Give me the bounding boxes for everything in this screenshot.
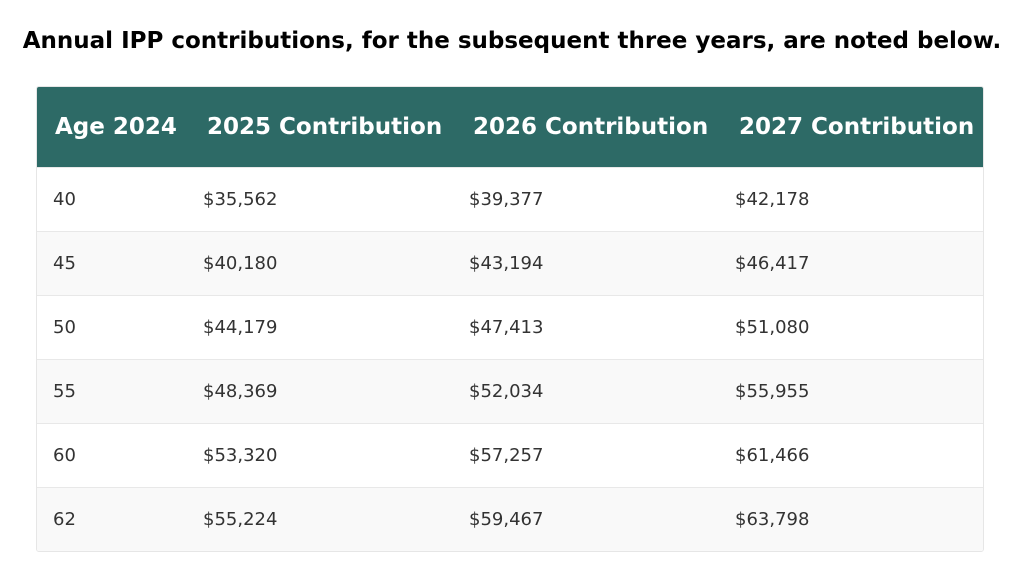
table-row: 45 $40,180 $43,194 $46,417 — [37, 230, 983, 295]
table-row: 50 $44,179 $47,413 $51,080 — [37, 294, 983, 359]
cell-2026: $52,034 — [455, 358, 721, 423]
cell-2027: $51,080 — [721, 294, 983, 359]
cell-age: 62 — [37, 486, 189, 551]
cell-2026: $57,257 — [455, 422, 721, 487]
column-header-2027: 2027 Contribution — [739, 113, 975, 140]
cell-2027: $46,417 — [721, 230, 983, 295]
cell-2026: $39,377 — [455, 166, 721, 231]
cell-2027: $61,466 — [721, 422, 983, 487]
cell-age: 55 — [37, 358, 189, 423]
table-row: 40 $35,562 $39,377 $42,178 — [37, 166, 983, 231]
column-header-2026: 2026 Contribution — [473, 113, 709, 140]
cell-age: 50 — [37, 294, 189, 359]
table-row: 60 $53,320 $57,257 $61,466 — [37, 422, 983, 487]
cell-2025: $48,369 — [189, 358, 455, 423]
cell-2027: $63,798 — [721, 486, 983, 551]
cell-2025: $55,224 — [189, 486, 455, 551]
table-row: 62 $55,224 $59,467 $63,798 — [37, 486, 983, 551]
header-row: Age 2024 2025 Contribution 2026 Contribu… — [37, 87, 983, 167]
column-header-2025: 2025 Contribution — [207, 113, 443, 140]
cell-2025: $44,179 — [189, 294, 455, 359]
contributions-table: Age 2024 2025 Contribution 2026 Contribu… — [37, 87, 983, 551]
cell-age: 40 — [37, 166, 189, 231]
column-header-age: Age 2024 — [55, 113, 177, 140]
page-title: Annual IPP contributions, for the subseq… — [22, 28, 1002, 54]
table-row: 55 $48,369 $52,034 $55,955 — [37, 358, 983, 423]
cell-2025: $35,562 — [189, 166, 455, 231]
cell-2026: $43,194 — [455, 230, 721, 295]
contributions-table-container: Age 2024 2025 Contribution 2026 Contribu… — [36, 86, 984, 552]
cell-2025: $40,180 — [189, 230, 455, 295]
cell-2026: $59,467 — [455, 486, 721, 551]
cell-2026: $47,413 — [455, 294, 721, 359]
cell-age: 45 — [37, 230, 189, 295]
table-body: 40 $35,562 $39,377 $42,178 45 $40,180 $4… — [37, 166, 983, 551]
cell-age: 60 — [37, 422, 189, 487]
cell-2027: $42,178 — [721, 166, 983, 231]
cell-2027: $55,955 — [721, 358, 983, 423]
cell-2025: $53,320 — [189, 422, 455, 487]
table-header: Age 2024 2025 Contribution 2026 Contribu… — [37, 87, 983, 167]
